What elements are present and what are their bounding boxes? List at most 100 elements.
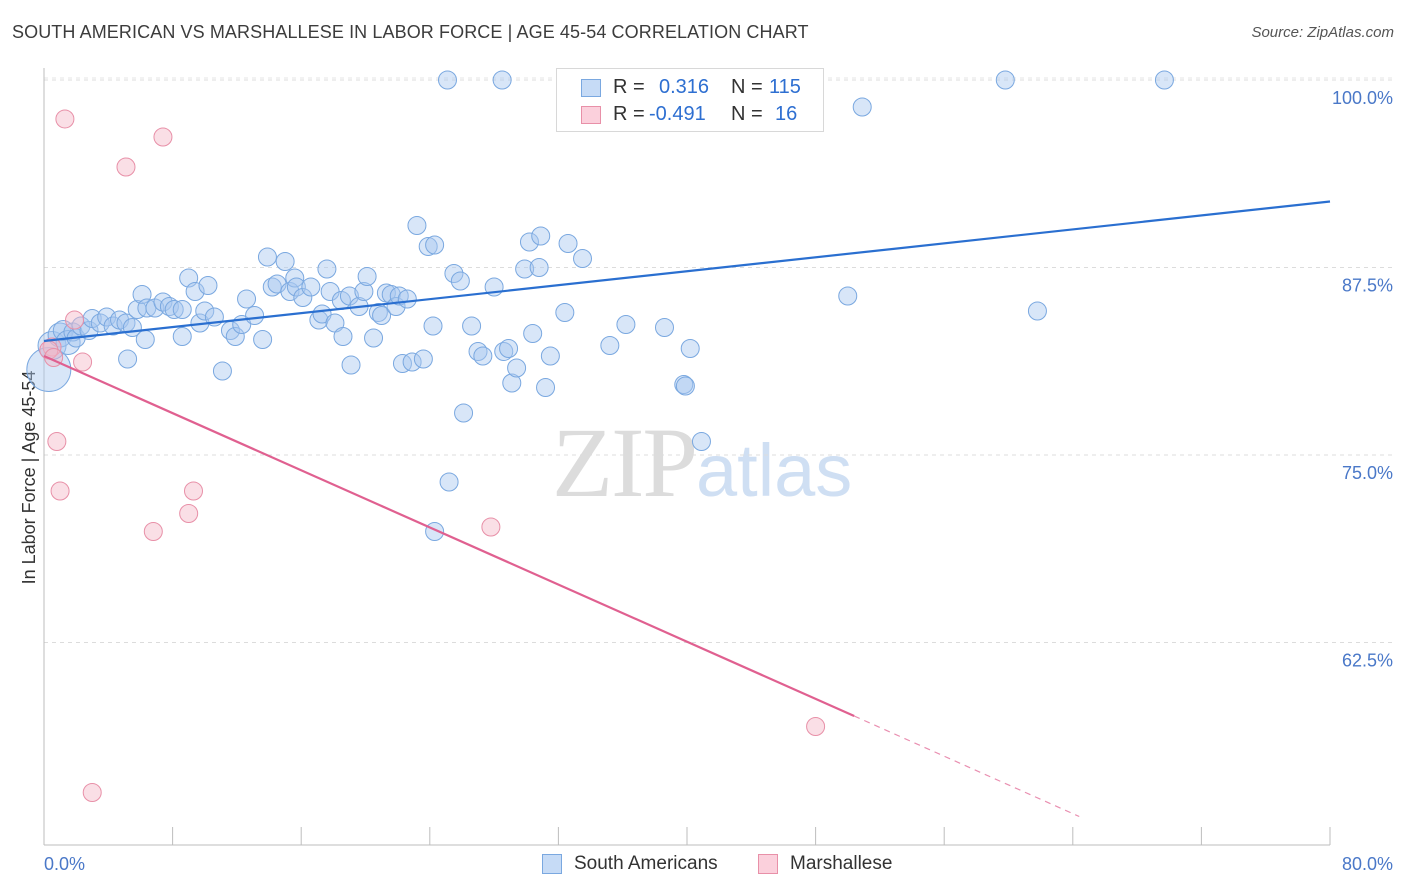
point-south-americans: [286, 277, 306, 297]
point-south-americans: [339, 286, 359, 306]
watermark-zip: ZIP: [552, 407, 698, 518]
point-south-americans: [293, 288, 313, 307]
point-south-americans: [301, 277, 321, 297]
point-south-americans: [462, 316, 482, 336]
point-south-americans: [185, 282, 205, 301]
point-south-americans: [616, 315, 636, 334]
legend-row-marshallese: R = -0.491 N = 16: [557, 101, 823, 129]
watermark-atlas: atlas: [696, 429, 853, 512]
legend-r-value: -0.491: [649, 103, 706, 125]
point-south-americans: [172, 300, 192, 319]
point-marshallese: [82, 783, 102, 802]
point-marshallese: [65, 310, 85, 330]
legend-n-value: 115: [769, 76, 801, 98]
point-south-americans: [257, 247, 277, 267]
point-south-americans: [212, 361, 232, 381]
y-tick-label: 100.0%: [1332, 88, 1393, 108]
point-south-americans: [454, 403, 474, 423]
point-marshallese: [183, 481, 203, 501]
y-tick-label: 75.0%: [1342, 463, 1393, 483]
point-marshallese: [116, 157, 136, 177]
point-marshallese: [55, 109, 75, 129]
point-south-americans: [555, 303, 575, 322]
legend-row-south-americans: R = 0.316 N = 115: [557, 74, 823, 102]
point-south-americans: [418, 237, 438, 256]
legend-swatch-pink: [581, 106, 601, 124]
legend-n-value: 16: [775, 103, 798, 125]
point-south-americans: [995, 70, 1015, 90]
series-legend: South Americans Marshallese: [0, 852, 1406, 878]
legend-r-value: 0.316: [659, 76, 710, 98]
chart-title: SOUTH AMERICAN VS MARSHALLESE IN LABOR F…: [12, 22, 809, 42]
point-south-americans: [225, 327, 245, 346]
correlation-legend: R = 0.316 N = 115 R = -0.491 N = 16: [556, 68, 824, 132]
point-south-americans: [364, 328, 384, 348]
point-south-americans: [519, 232, 539, 252]
y-tick-label: 87.5%: [1342, 276, 1393, 296]
point-south-americans: [473, 346, 493, 366]
series-label: Marshallese: [790, 853, 893, 874]
legend-n-label: N =: [731, 103, 763, 125]
point-south-americans: [450, 271, 470, 291]
point-south-americans: [654, 318, 674, 337]
x-tick-label: 80.0%: [1342, 854, 1393, 874]
point-south-americans: [523, 324, 543, 343]
point-south-americans: [573, 249, 593, 268]
point-south-americans: [368, 303, 388, 322]
point-south-americans: [1027, 301, 1047, 321]
point-marshallese: [153, 127, 173, 147]
point-south-americans: [413, 349, 433, 369]
point-south-americans: [317, 259, 337, 279]
point-south-americans: [675, 376, 695, 396]
point-marshallese: [73, 352, 93, 372]
point-south-americans: [502, 373, 522, 393]
point-south-americans: [135, 330, 155, 349]
point-south-americans: [439, 472, 459, 492]
legend-r-label: R =: [613, 103, 645, 125]
point-south-americans: [600, 336, 620, 355]
point-south-americans: [691, 432, 711, 451]
point-south-americans: [531, 226, 551, 246]
point-south-americans: [26, 347, 72, 392]
point-south-americans: [397, 289, 417, 309]
trendline-marshallese: [43, 354, 855, 718]
point-south-americans: [558, 234, 578, 253]
point-south-americans: [198, 276, 218, 295]
point-south-americans: [237, 289, 257, 309]
legend-n-label: N =: [731, 76, 763, 98]
point-south-americans: [529, 258, 549, 277]
point-south-americans: [357, 267, 377, 286]
point-south-americans: [499, 339, 519, 358]
point-south-americans: [515, 259, 535, 279]
point-south-americans: [423, 316, 443, 336]
y-tick-label: 62.5%: [1342, 651, 1393, 671]
point-marshallese: [806, 717, 826, 736]
point-south-americans: [437, 70, 457, 90]
point-marshallese: [143, 522, 163, 541]
point-south-americans: [164, 300, 184, 319]
point-south-americans: [172, 327, 192, 346]
point-south-americans: [118, 349, 138, 369]
point-south-americans: [245, 306, 265, 325]
y-axis-title: In Labor Force | Age 45-54: [19, 371, 39, 585]
point-south-americans: [852, 97, 872, 117]
point-south-americans: [838, 286, 858, 306]
watermark: ZIPatlas: [552, 405, 852, 520]
point-south-americans: [540, 346, 560, 366]
series-label: South Americans: [574, 853, 718, 874]
point-south-americans: [275, 252, 295, 271]
point-south-americans: [492, 70, 512, 90]
point-south-americans: [444, 264, 464, 283]
series-swatch-pink: [758, 854, 778, 874]
point-south-americans: [507, 358, 527, 378]
point-south-americans: [341, 355, 361, 375]
x-tick-label: 0.0%: [44, 854, 85, 874]
point-south-americans: [402, 352, 422, 372]
point-south-americans: [253, 330, 273, 349]
point-marshallese: [179, 504, 199, 523]
point-south-americans: [392, 354, 412, 373]
point-south-americans: [536, 378, 556, 397]
point-south-americans: [354, 282, 374, 301]
point-marshallese: [481, 517, 501, 537]
